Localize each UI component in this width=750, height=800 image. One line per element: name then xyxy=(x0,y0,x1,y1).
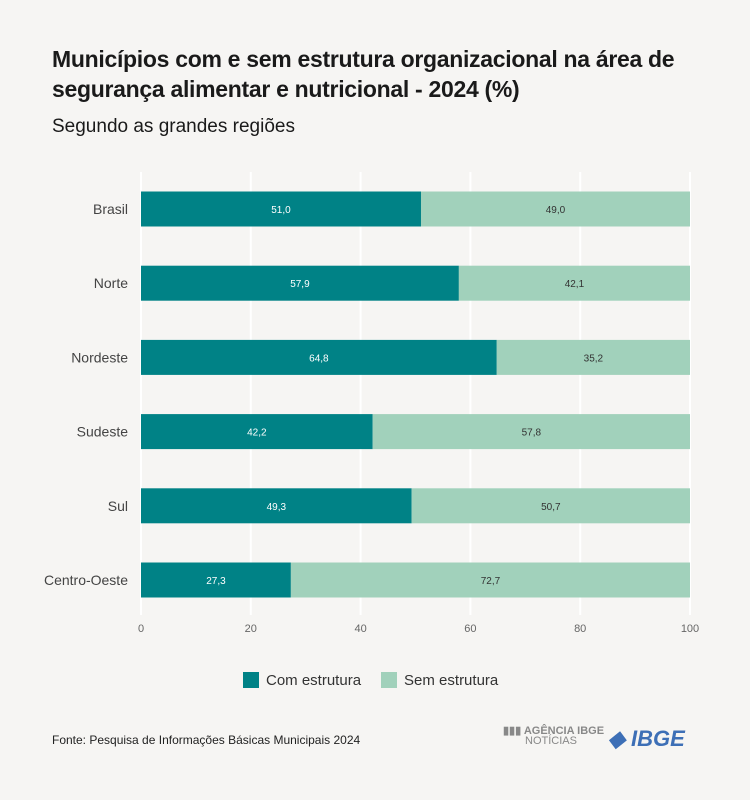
ibge-logo: ◆ IBGE xyxy=(608,726,685,751)
data-label: 57,9 xyxy=(290,279,310,290)
legend-item-com: Com estrutura xyxy=(243,672,361,689)
legend-item-sem: Sem estrutura xyxy=(381,672,498,689)
x-tick-label: 40 xyxy=(354,623,366,635)
bar-segment xyxy=(411,488,690,524)
bar-segment xyxy=(420,191,690,227)
data-label: 50,7 xyxy=(541,502,561,513)
bar-segment xyxy=(141,488,412,524)
x-tick-label: 80 xyxy=(574,623,586,635)
bar-segment xyxy=(290,562,690,598)
x-tick-label: 60 xyxy=(464,623,476,635)
chart-title: Municípios com e sem estrutura organizac… xyxy=(52,46,675,102)
legend-swatch xyxy=(381,672,398,688)
legend-label: Sem estrutura xyxy=(404,672,499,689)
bar-segment xyxy=(141,265,459,301)
data-label: 49,0 xyxy=(546,205,566,216)
agencia-ibge-logo: ▮▮▮ AGÊNCIA IBGE NOTÍCIAS xyxy=(503,725,605,747)
data-label: 57,8 xyxy=(522,428,542,439)
data-label: 42,1 xyxy=(565,279,585,290)
bar-segment xyxy=(141,191,421,227)
category-label: Centro-Oeste xyxy=(44,572,128,588)
x-tick-label: 20 xyxy=(245,623,257,635)
category-label: Nordeste xyxy=(71,349,128,365)
bar-segment xyxy=(496,339,690,375)
source-note: Fonte: Pesquisa de Informações Básicas M… xyxy=(52,733,361,747)
legend: Com estrutura Sem estrutura xyxy=(243,672,498,689)
category-label: Norte xyxy=(94,275,128,291)
x-tick-label: 100 xyxy=(681,623,699,635)
bar-segment xyxy=(141,414,373,450)
data-label: 27,3 xyxy=(206,576,226,587)
bar-segment xyxy=(141,562,291,598)
data-label: 42,2 xyxy=(247,428,267,439)
bar-segment xyxy=(372,414,690,450)
legend-swatch xyxy=(243,672,259,688)
data-label: 49,3 xyxy=(267,502,287,513)
data-label: 35,2 xyxy=(584,353,604,364)
data-label: 72,7 xyxy=(481,576,501,587)
bar-segment xyxy=(141,339,497,375)
legend-label: Com estrutura xyxy=(266,672,362,689)
x-tick-label: 0 xyxy=(138,623,144,635)
category-label: Sudeste xyxy=(77,424,129,440)
category-label: Brasil xyxy=(93,201,128,217)
bar-segment xyxy=(458,265,690,301)
data-label: 51,0 xyxy=(271,205,291,216)
chart-subtitle: Segundo as grandes regiões xyxy=(52,116,295,137)
data-label: 64,8 xyxy=(309,353,329,364)
category-label: Sul xyxy=(108,498,128,514)
